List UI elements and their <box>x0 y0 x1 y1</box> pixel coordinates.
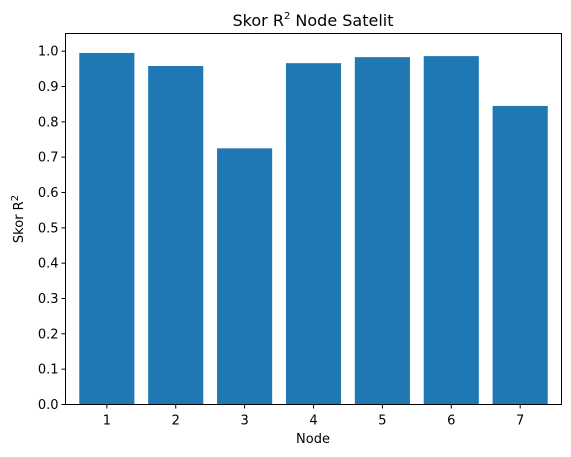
bar-node-2 <box>148 66 204 405</box>
x-tick-label: 4 <box>309 414 317 429</box>
plot-frame <box>65 33 562 405</box>
x-tick-label: 3 <box>240 414 248 429</box>
y-tick-label: 0.5 <box>38 221 59 236</box>
y-tick-label: 0.8 <box>38 115 59 130</box>
bars-group <box>79 52 548 405</box>
y-tick-label: 0.0 <box>38 398 59 413</box>
chart-title: Skor R2 Node Satelit <box>233 11 394 30</box>
x-tick-label: 5 <box>378 414 386 429</box>
x-tick-label: 7 <box>516 414 524 429</box>
y-tick-label: 1.0 <box>38 45 59 60</box>
x-tick-label: 1 <box>103 414 111 429</box>
bar-node-7 <box>492 105 548 405</box>
bar-node-3 <box>217 148 273 405</box>
x-tick-label: 6 <box>447 414 455 429</box>
x-axis-label: Node <box>296 432 330 447</box>
y-tick-label: 0.9 <box>38 80 59 95</box>
bar-node-6 <box>423 56 479 405</box>
x-axis: 1 2 3 4 5 6 7 <box>103 404 524 429</box>
bar-node-1 <box>79 52 135 405</box>
y-tick-label: 0.6 <box>38 186 59 201</box>
y-axis: 0.0 0.1 0.2 0.3 0.4 0.5 0.6 0.7 0.8 0.9 1.0 <box>38 45 66 413</box>
y-tick-label: 0.7 <box>38 151 59 166</box>
bar-node-5 <box>354 57 410 405</box>
y-tick-label: 0.3 <box>38 292 59 307</box>
y-axis-label: Skor R2 <box>10 195 27 243</box>
y-tick-label: 0.4 <box>38 257 59 272</box>
y-tick-label: 0.2 <box>38 327 59 342</box>
x-tick-label: 2 <box>172 414 180 429</box>
y-tick-label: 0.1 <box>38 363 59 378</box>
bar-node-4 <box>285 63 342 405</box>
